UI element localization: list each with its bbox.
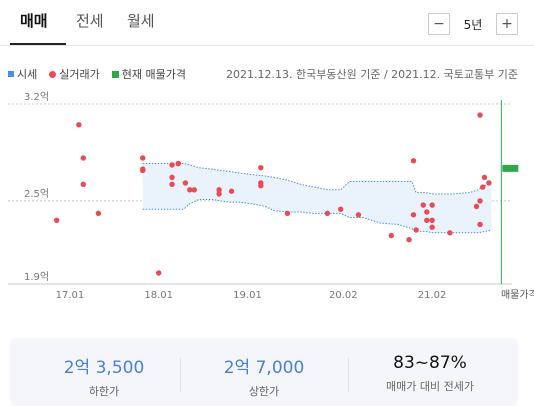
deal-point	[169, 181, 175, 188]
legend-label: 현재 매물가격	[121, 68, 186, 81]
deal-point	[429, 217, 435, 224]
deal-point	[424, 217, 430, 224]
legend-item-market-price: 시세	[8, 66, 37, 82]
legend-item-actual-deal: 실거래가	[49, 66, 100, 82]
deal-point	[258, 182, 264, 189]
deal-point	[258, 164, 264, 171]
deal-point	[95, 210, 102, 217]
deal-point	[76, 122, 82, 128]
summary-label: 상한가	[248, 385, 280, 398]
y-tick-label: 2.5억	[24, 188, 49, 200]
deal-point	[169, 174, 175, 181]
deal-point	[410, 212, 417, 218]
deal-point	[429, 224, 435, 230]
deal-point	[284, 210, 291, 217]
active-tab-indicator	[10, 43, 66, 45]
market-price-band	[142, 163, 492, 233]
period-decrease-button[interactable]: −	[428, 13, 450, 35]
period-increase-button[interactable]: +	[496, 13, 518, 35]
summary-lower-price: 2억 3,500 하한가	[34, 353, 174, 399]
summary-divider	[348, 358, 349, 392]
deal-point	[191, 187, 197, 193]
x-tick-label: 19.01	[233, 290, 262, 301]
tabs-divider	[0, 45, 534, 46]
deal-point	[80, 181, 86, 188]
price-chart: 3.2억 2.5억 1.9억 17.01 18.01 19.01 20.02 21.02 매물가…	[8, 91, 534, 301]
summary-divider	[180, 358, 181, 392]
x-tick-label: 18.01	[144, 290, 173, 301]
deal-point	[410, 158, 417, 164]
deal-point	[429, 202, 435, 208]
chart-legend: 시세 실거래가 현재 매물가격	[8, 66, 198, 82]
data-source-note: 2021.12.13. 한국부동산원 기준 / 2021.12. 국토교통부 기…	[226, 68, 518, 81]
summary-upper-price: 2억 7,000 상한가	[194, 353, 334, 399]
period-label: 5년	[463, 17, 483, 32]
summary-value: 2억 7,000	[223, 358, 305, 378]
square-marker-icon	[111, 70, 119, 78]
tab-monthly-rent[interactable]: 월세	[127, 12, 155, 30]
deal-point	[187, 187, 193, 193]
deal-point	[324, 210, 331, 217]
summary-value: 2억 3,500	[63, 358, 145, 378]
summary-label: 매매가 대비 전세가	[386, 380, 474, 393]
deal-point	[447, 230, 453, 236]
deal-point	[388, 232, 394, 239]
deal-point	[473, 203, 480, 210]
price-summary: 2억 3,500 하한가 2억 7,000 상한가 83~87% 매매가 대비 …	[10, 338, 518, 406]
deal-point	[337, 206, 344, 212]
deal-point	[80, 155, 86, 161]
deal-point	[140, 155, 146, 161]
summary-jeonse-ratio: 83~87% 매매가 대비 전세가	[360, 353, 500, 394]
line-marker-icon	[8, 71, 14, 77]
deal-point	[53, 217, 60, 224]
x-tick-label: 17.01	[56, 290, 85, 301]
x-tick-label: 20.02	[329, 290, 358, 301]
deal-type-tabs: 매매 전세 월세 − 5년 +	[0, 0, 534, 46]
y-tick-label: 3.2억	[24, 91, 49, 103]
deal-point	[477, 221, 483, 228]
deal-point	[477, 198, 483, 204]
y-tick-label: 1.9억	[24, 271, 49, 283]
deal-point	[156, 270, 162, 276]
deal-point	[420, 202, 426, 208]
deal-point	[355, 212, 362, 218]
deal-point	[228, 188, 235, 194]
deal-point	[182, 180, 189, 186]
x-tick-label-listing: 매물가격	[501, 288, 534, 301]
x-tick-label: 21.02	[418, 290, 447, 301]
legend-label: 시세	[17, 68, 38, 81]
deal-point	[406, 236, 412, 243]
legend-item-listing-price: 현재 매물가격	[111, 66, 186, 82]
deal-point	[169, 162, 175, 168]
deal-point	[486, 180, 492, 186]
tab-sale[interactable]: 매매	[20, 12, 48, 30]
deal-point	[481, 174, 488, 181]
tab-jeonse[interactable]: 전세	[76, 12, 104, 30]
summary-label: 하한가	[88, 385, 120, 398]
deal-point	[216, 191, 222, 197]
listing-price-bar	[502, 164, 519, 172]
deal-point	[140, 167, 146, 174]
deal-point	[480, 184, 486, 190]
dot-marker-icon	[49, 70, 57, 78]
deal-point	[216, 187, 222, 193]
deal-point	[175, 160, 181, 167]
legend-label: 실거래가	[59, 68, 100, 81]
deal-point	[424, 209, 430, 215]
deal-point	[477, 112, 483, 118]
deal-point	[413, 227, 419, 233]
summary-value: 83~87%	[393, 353, 467, 373]
period-control: − 5년 +	[428, 13, 518, 35]
